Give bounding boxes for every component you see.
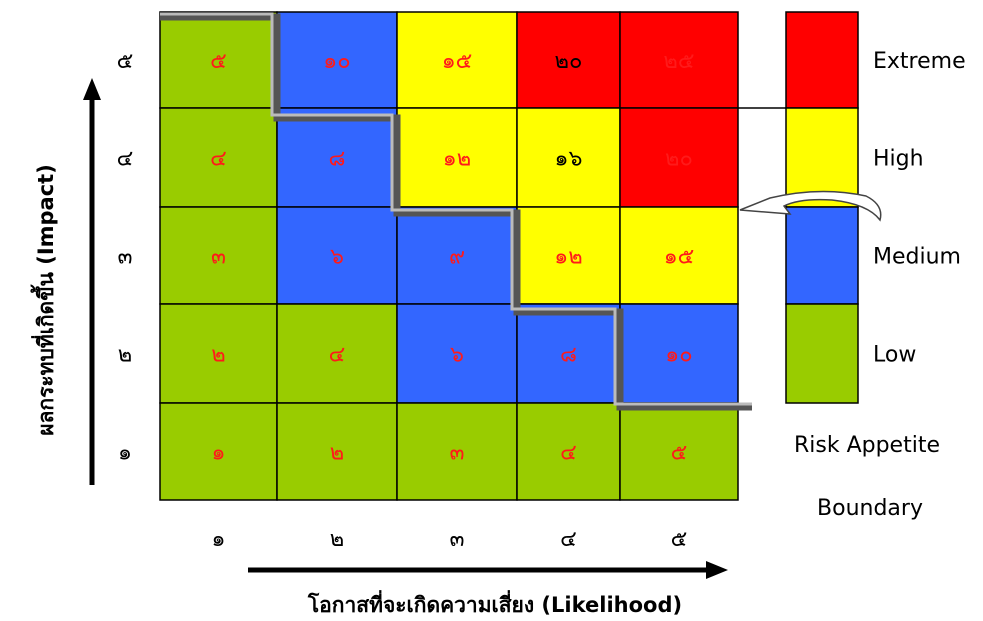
legend-label-low: Low xyxy=(873,343,916,368)
risk-score-label: ๙ xyxy=(449,245,465,270)
risk-score-label: ๘ xyxy=(560,343,577,368)
risk-cell-low xyxy=(276,402,398,501)
risk-score-label: ๑ xyxy=(212,441,226,466)
risk-cell-low xyxy=(619,402,739,501)
risk-cell-medium xyxy=(276,11,398,109)
risk-score-label: ๑๒ xyxy=(554,245,582,270)
impact-level-label: ๔ xyxy=(117,147,134,172)
risk-score-label: ๑๕ xyxy=(442,49,473,74)
risk-appetite-boundary xyxy=(160,12,752,411)
risk-score-label: ๒ xyxy=(211,343,226,368)
impact-level-label: ๒ xyxy=(118,343,133,368)
risk-cell-low xyxy=(159,11,278,109)
risk-appetite-label-line2: Boundary xyxy=(817,496,923,521)
risk-score-label: ๖ xyxy=(330,245,344,270)
risk-score-label: ๔ xyxy=(560,441,577,466)
risk-score-label: ๑๐ xyxy=(665,343,692,368)
risk-score-label: ๕ xyxy=(671,441,688,466)
risk-score-label: ๔ xyxy=(210,147,227,172)
risk-cell-low xyxy=(159,303,278,404)
risk-cell-medium xyxy=(276,206,398,305)
likelihood-level-label: ๓ xyxy=(449,527,464,552)
likelihood-level-label: ๕ xyxy=(671,527,688,552)
risk-score-label: ๑๕ xyxy=(664,245,695,270)
risk-level-legend: Extreme High Medium Low xyxy=(785,11,966,404)
risk-cell-extreme xyxy=(516,11,621,109)
impact-axis-arrow xyxy=(83,78,101,485)
risk-score-label: ๑๖ xyxy=(555,147,583,172)
impact-level-label: ๕ xyxy=(117,49,134,74)
likelihood-level-label: ๑ xyxy=(212,527,226,552)
impact-level-label: ๓ xyxy=(117,245,132,270)
legend-label-medium: Medium xyxy=(873,245,961,270)
risk-score-label: ๓ xyxy=(211,245,226,270)
risk-cell-low xyxy=(396,402,518,501)
risk-score-label: ๘ xyxy=(329,147,346,172)
risk-cell-low xyxy=(276,303,398,404)
curved-pointer-arrow xyxy=(739,190,882,222)
likelihood-scale-labels: ๑ ๒ ๓ ๔ ๕ xyxy=(212,527,688,552)
likelihood-level-label: ๔ xyxy=(560,527,577,552)
risk-cell-medium xyxy=(516,303,621,404)
risk-score-label: ๒๕ xyxy=(663,49,694,74)
risk-cell-high xyxy=(396,11,518,109)
risk-score-label: ๒๐ xyxy=(555,49,583,74)
legend-swatch-high xyxy=(785,107,859,208)
risk-cell-high xyxy=(516,206,621,305)
impact-level-label: ๑ xyxy=(118,441,132,466)
likelihood-axis-label: โอกาสที่จะเกิดความเสี่ยง (Likelihood) xyxy=(307,589,682,617)
legend-swatch-low xyxy=(785,303,859,404)
risk-score-label: ๑๐ xyxy=(323,49,350,74)
risk-appetite-label-line1: Risk Appetite xyxy=(794,433,940,458)
risk-score-label: ๕ xyxy=(210,49,227,74)
likelihood-axis-arrow xyxy=(248,561,728,579)
risk-cell-high xyxy=(619,206,739,305)
risk-score-label: ๓ xyxy=(449,441,464,466)
legend-label-high: High xyxy=(873,147,924,172)
risk-cell-low xyxy=(159,107,278,208)
impact-axis-label: ผลกระทบที่เกิดขึ้น (Impact) xyxy=(30,164,58,436)
likelihood-level-label: ๒ xyxy=(330,527,345,552)
risk-cell-extreme xyxy=(619,107,739,208)
legend-swatch-medium xyxy=(785,206,859,305)
risk-grid: ๕๑๐ ๑๕ ๒๐ ๒๕๔๘๑๒ ๑๖ ๒๐๓๖๙๑๒ ๑๕๒๔๖๘๑๐๑๒๓๔๕ xyxy=(159,11,739,501)
legend-label-extreme: Extreme xyxy=(873,49,966,74)
risk-score-label: ๒ xyxy=(330,441,345,466)
risk-score-label: ๒๐ xyxy=(665,147,693,172)
risk-cell-low xyxy=(159,402,278,501)
risk-score-label: ๖ xyxy=(450,343,464,368)
legend-swatch-extreme xyxy=(785,11,859,109)
risk-cell-medium xyxy=(396,303,518,404)
risk-score-label: ๔ xyxy=(329,343,346,368)
risk-cell-medium xyxy=(619,303,739,404)
risk-score-label: ๑๒ xyxy=(443,147,471,172)
